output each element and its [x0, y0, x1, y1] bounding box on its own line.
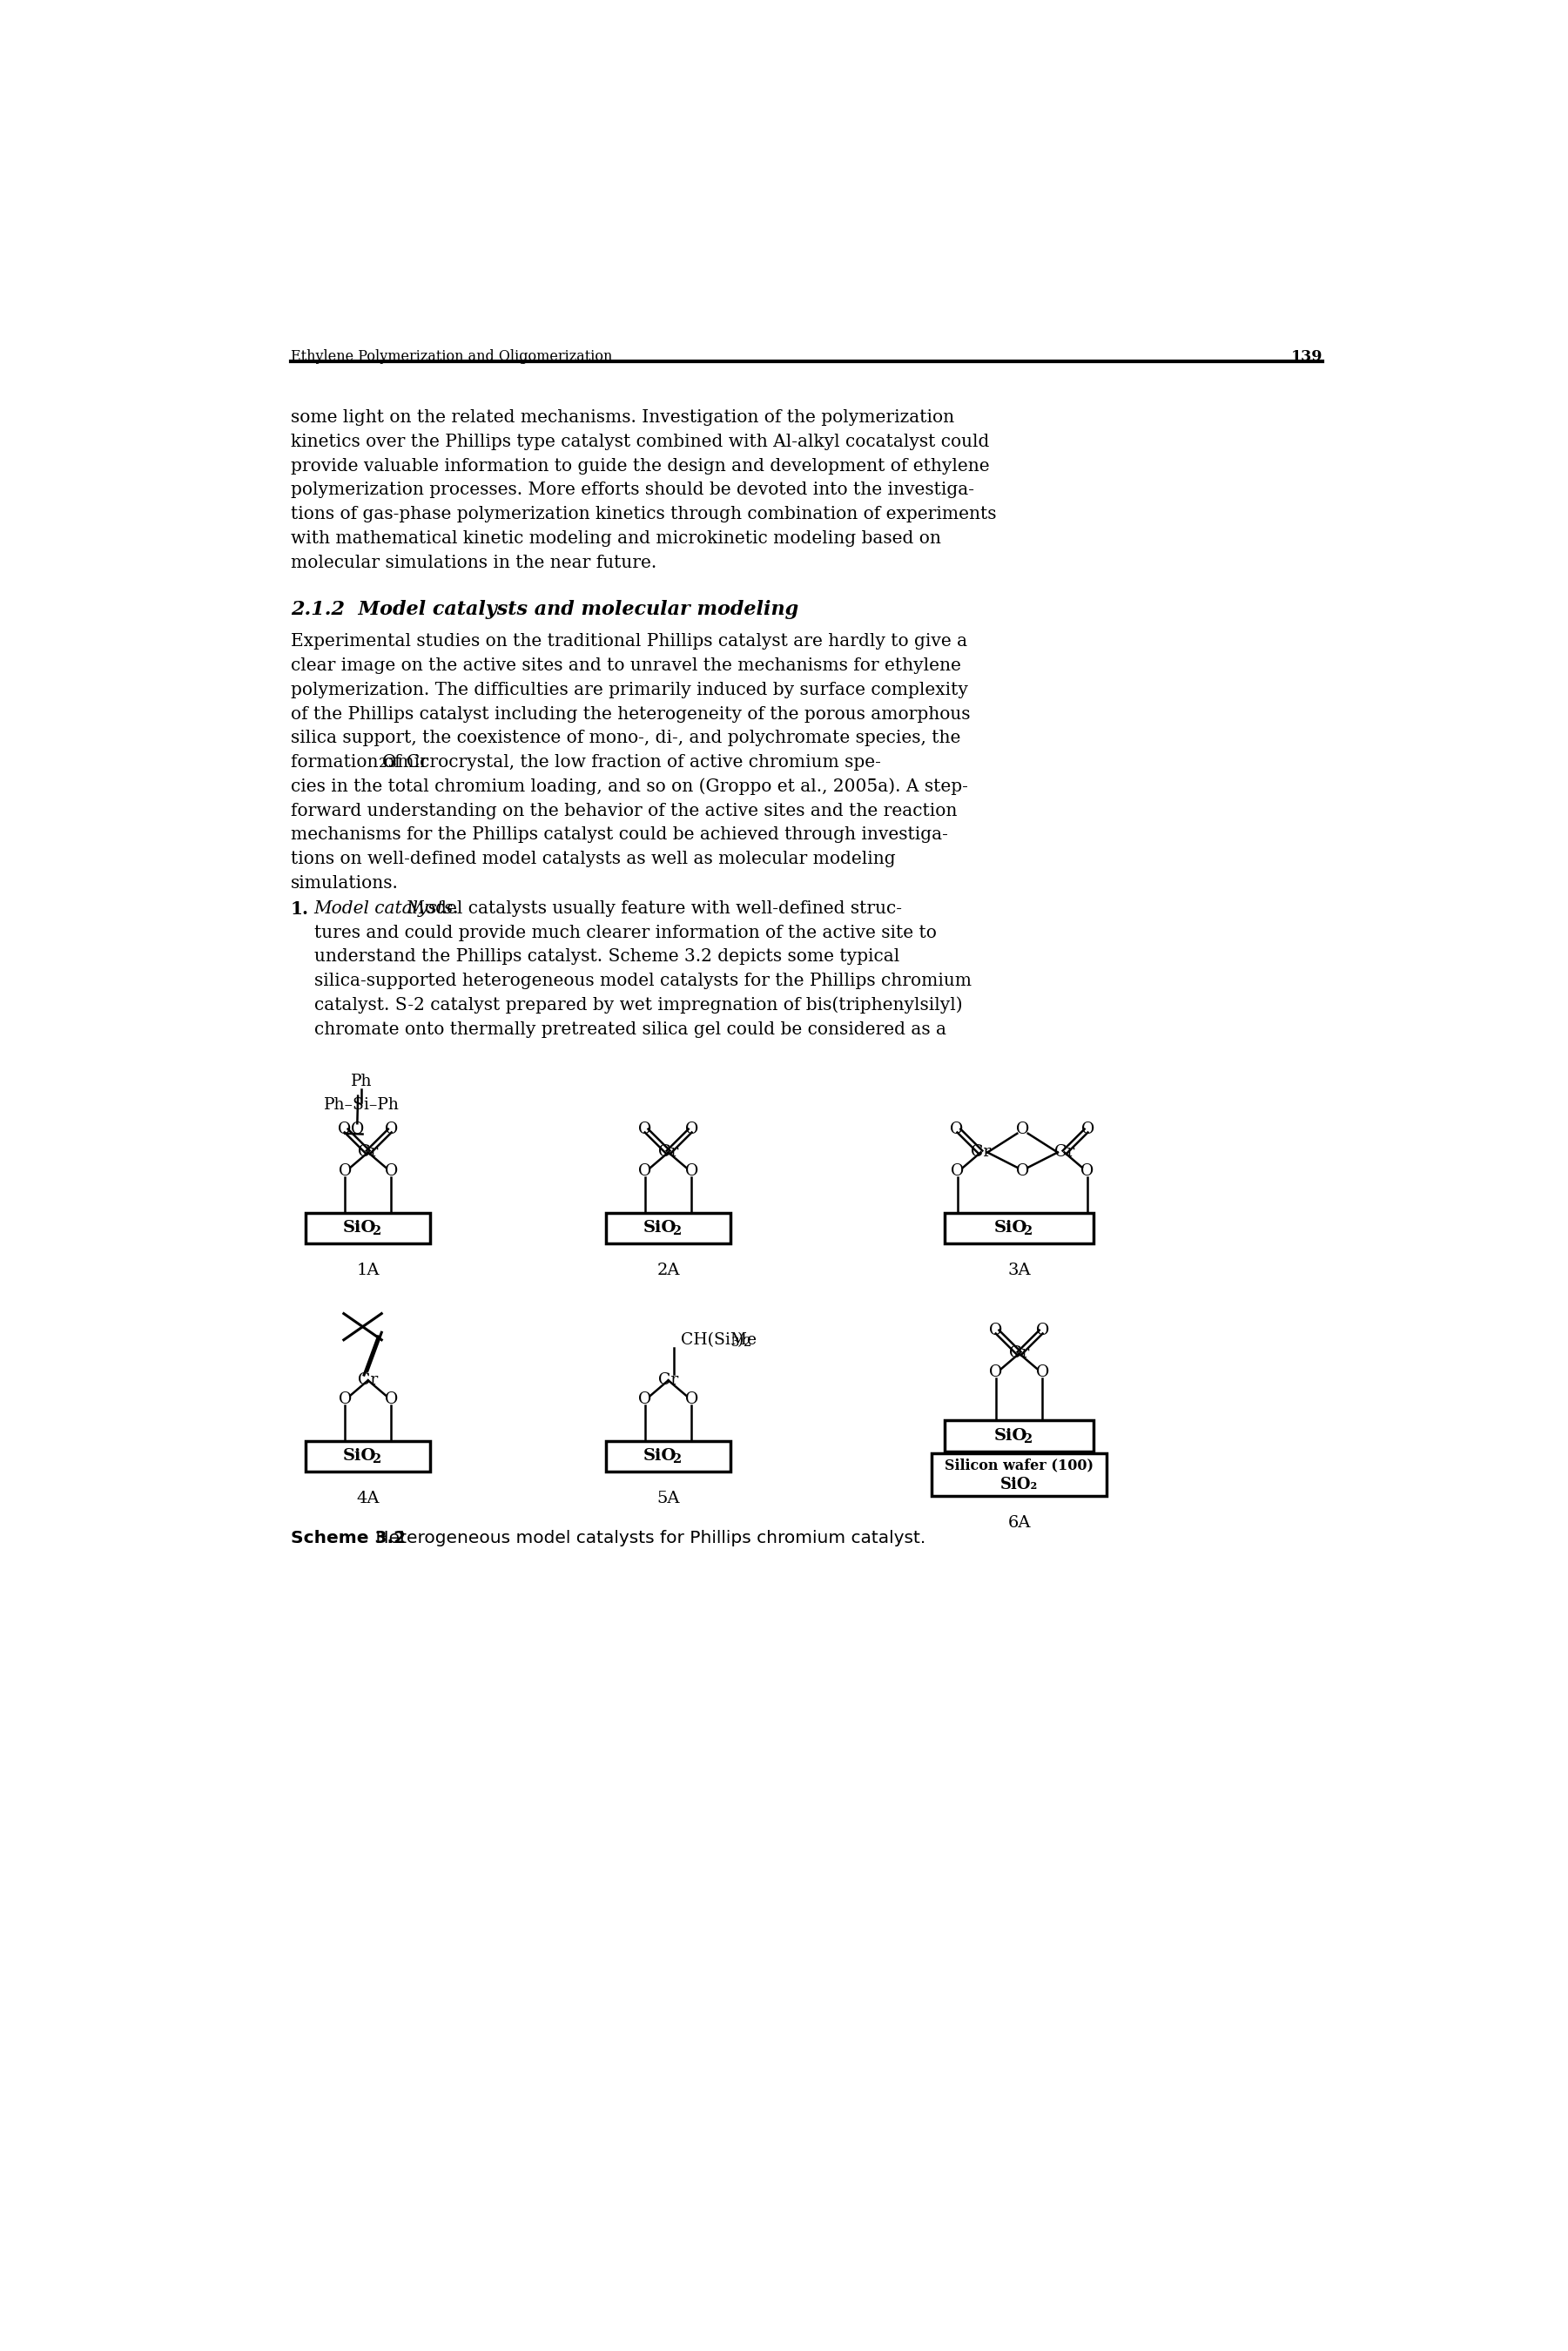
Text: tions of gas-phase polymerization kinetics through combination of experiments: tions of gas-phase polymerization kineti…: [290, 505, 996, 522]
Text: forward understanding on the behavior of the active sites and the reaction: forward understanding on the behavior of…: [290, 802, 956, 818]
Text: provide valuable information to guide the design and development of ethylene: provide valuable information to guide th…: [290, 458, 989, 475]
Text: tions on well-defined model catalysts as well as molecular modeling: tions on well-defined model catalysts as…: [290, 851, 895, 868]
Text: Cr: Cr: [659, 1373, 679, 1387]
Text: Cr: Cr: [659, 1145, 679, 1161]
Text: O: O: [351, 1121, 364, 1138]
Text: ): ): [737, 1333, 743, 1347]
Text: with mathematical kinetic modeling and microkinetic modeling based on: with mathematical kinetic modeling and m…: [290, 531, 941, 548]
Text: molecular simulations in the near future.: molecular simulations in the near future…: [290, 555, 657, 571]
Text: O: O: [950, 1121, 964, 1138]
Text: O: O: [384, 1392, 398, 1408]
Text: 1A: 1A: [356, 1262, 379, 1279]
Text: O: O: [1036, 1324, 1049, 1338]
Text: O: O: [383, 755, 397, 771]
Text: Ethylene Polymerization and Oligomerization: Ethylene Polymerization and Oligomerizat…: [290, 350, 612, 364]
Text: 2: 2: [673, 1453, 681, 1465]
Text: O: O: [685, 1164, 698, 1180]
Text: of the Phillips catalyst including the heterogeneity of the porous amorphous: of the Phillips catalyst including the h…: [290, 705, 971, 722]
Text: 2: 2: [673, 1225, 681, 1237]
Text: O: O: [1016, 1121, 1029, 1138]
Text: SiO: SiO: [994, 1427, 1029, 1444]
Text: 3: 3: [731, 1338, 739, 1349]
Text: O: O: [989, 1366, 1004, 1380]
Text: 2: 2: [743, 1338, 751, 1349]
Text: Cr: Cr: [358, 1145, 378, 1161]
Text: kinetics over the Phillips type catalyst combined with Al-alkyl cocatalyst could: kinetics over the Phillips type catalyst…: [290, 433, 989, 449]
Text: 2: 2: [372, 1225, 381, 1237]
Text: O: O: [638, 1164, 652, 1180]
Text: polymerization. The difficulties are primarily induced by surface complexity: polymerization. The difficulties are pri…: [290, 682, 967, 698]
Text: Ph: Ph: [351, 1074, 372, 1089]
Bar: [605, 1213, 731, 1244]
Text: cies in the total chromium loading, and so on (Groppo et al., 2005a). A step-: cies in the total chromium loading, and …: [290, 778, 967, 795]
Text: 5A: 5A: [657, 1491, 681, 1507]
Text: SiO₂: SiO₂: [1000, 1476, 1038, 1493]
Text: 2: 2: [1022, 1434, 1032, 1446]
Text: catalyst. S-2 catalyst prepared by wet impregnation of bis(triphenylsilyl): catalyst. S-2 catalyst prepared by wet i…: [314, 997, 963, 1013]
Bar: [306, 1213, 431, 1244]
Text: silica-supported heterogeneous model catalysts for the Phillips chromium: silica-supported heterogeneous model cat…: [314, 973, 972, 990]
Text: formation of Cr: formation of Cr: [290, 755, 428, 771]
Text: polymerization processes. More efforts should be devoted into the investiga-: polymerization processes. More efforts s…: [290, 482, 974, 498]
Bar: [931, 1453, 1107, 1495]
Text: 2A: 2A: [657, 1262, 681, 1279]
Text: 3: 3: [389, 757, 397, 769]
Text: Cr: Cr: [1010, 1345, 1029, 1361]
Text: 2: 2: [378, 757, 387, 769]
Bar: [946, 1420, 1093, 1451]
Text: 2: 2: [1022, 1225, 1032, 1237]
Text: SiO: SiO: [994, 1220, 1029, 1237]
Text: understand the Phillips catalyst. Scheme 3.2 depicts some typical: understand the Phillips catalyst. Scheme…: [314, 947, 900, 966]
Text: microcrystal, the low fraction of active chromium spe-: microcrystal, the low fraction of active…: [392, 755, 881, 771]
Text: O: O: [384, 1164, 398, 1180]
Bar: [946, 1213, 1093, 1244]
Text: 139: 139: [1290, 350, 1323, 364]
Text: O: O: [685, 1392, 698, 1408]
Text: CH(SiMe: CH(SiMe: [681, 1333, 756, 1347]
Text: O: O: [1016, 1164, 1029, 1180]
Text: Experimental studies on the traditional Phillips catalyst are hardly to give a: Experimental studies on the traditional …: [290, 632, 967, 649]
Text: SiO: SiO: [343, 1448, 376, 1465]
Text: O: O: [339, 1164, 351, 1180]
Text: O: O: [685, 1121, 699, 1138]
Text: O: O: [386, 1121, 398, 1138]
Text: Cr: Cr: [971, 1145, 991, 1161]
Bar: [306, 1441, 431, 1472]
Text: O: O: [989, 1324, 1002, 1338]
Text: 1.: 1.: [290, 900, 309, 917]
Text: simulations.: simulations.: [290, 875, 398, 891]
Text: O: O: [1080, 1164, 1094, 1180]
Text: 6A: 6A: [1008, 1514, 1030, 1531]
Text: SiO: SiO: [643, 1448, 677, 1465]
Text: O: O: [638, 1392, 652, 1408]
Text: tures and could provide much clearer information of the active site to: tures and could provide much clearer inf…: [314, 924, 936, 940]
Text: O: O: [638, 1121, 651, 1138]
Text: Cr: Cr: [358, 1373, 378, 1387]
Text: SiO: SiO: [643, 1220, 677, 1237]
Text: O: O: [1035, 1366, 1049, 1380]
Text: O: O: [952, 1164, 964, 1180]
Text: some light on the related mechanisms. Investigation of the polymerization: some light on the related mechanisms. In…: [290, 409, 953, 426]
Text: Model catalysts usually feature with well-defined struc-: Model catalysts usually feature with wel…: [401, 900, 902, 917]
Text: Scheme 3.2: Scheme 3.2: [290, 1531, 406, 1547]
Text: 2: 2: [372, 1453, 381, 1465]
Text: Model catalysts.: Model catalysts.: [314, 900, 458, 917]
Text: O: O: [339, 1392, 351, 1408]
Text: Cr: Cr: [1054, 1145, 1074, 1161]
Text: 3A: 3A: [1008, 1262, 1030, 1279]
Text: clear image on the active sites and to unravel the mechanisms for ethylene: clear image on the active sites and to u…: [290, 658, 961, 675]
Text: O: O: [337, 1121, 351, 1138]
Text: 4A: 4A: [356, 1491, 379, 1507]
Text: Heterogeneous model catalysts for Phillips chromium catalyst.: Heterogeneous model catalysts for Philli…: [370, 1531, 925, 1547]
Text: SiO: SiO: [343, 1220, 376, 1237]
Bar: [605, 1441, 731, 1472]
Text: Silicon wafer (100): Silicon wafer (100): [946, 1458, 1093, 1472]
Text: silica support, the coexistence of mono-, di-, and polychromate species, the: silica support, the coexistence of mono-…: [290, 731, 960, 748]
Text: chromate onto thermally pretreated silica gel could be considered as a: chromate onto thermally pretreated silic…: [314, 1020, 946, 1037]
Text: Ph–Si–Ph: Ph–Si–Ph: [323, 1098, 400, 1112]
Text: 2.1.2  Model catalysts and molecular modeling: 2.1.2 Model catalysts and molecular mode…: [290, 600, 798, 618]
Text: mechanisms for the Phillips catalyst could be achieved through investiga-: mechanisms for the Phillips catalyst cou…: [290, 828, 947, 844]
Text: O: O: [1082, 1121, 1094, 1138]
